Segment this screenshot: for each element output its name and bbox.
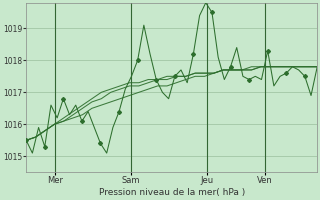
X-axis label: Pression niveau de la mer( hPa ): Pression niveau de la mer( hPa ) bbox=[99, 188, 245, 197]
